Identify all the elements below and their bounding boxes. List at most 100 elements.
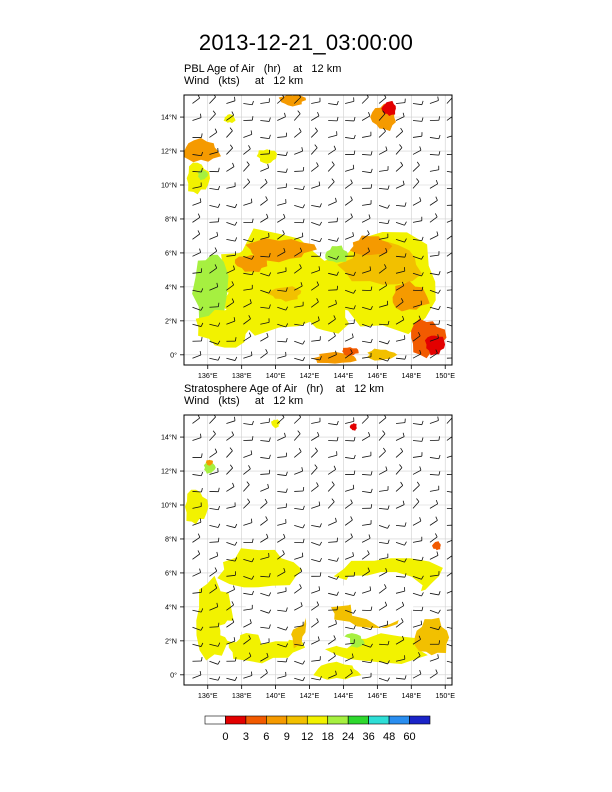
wind-barb — [311, 501, 321, 509]
wind-barb — [429, 454, 441, 460]
wind-barb — [192, 268, 203, 274]
wind-barb — [378, 204, 390, 209]
colorbar-swatch — [204, 715, 226, 725]
wind-barb — [260, 178, 268, 189]
wind-barb — [378, 281, 388, 291]
wind-barb — [378, 568, 388, 577]
wind-barb — [260, 552, 270, 560]
colorbar-swatch — [388, 715, 410, 725]
wind-barb — [209, 128, 218, 138]
wind-barb — [446, 555, 452, 560]
wind-barb — [328, 436, 339, 442]
wind-barb — [243, 332, 252, 342]
wind-barb — [226, 298, 235, 308]
wind-barb — [294, 185, 305, 191]
wind-barb — [243, 481, 250, 492]
wind-barb — [446, 539, 452, 543]
field-clear-region — [334, 572, 423, 629]
wind-barb — [277, 95, 285, 104]
wind-barb — [328, 271, 339, 276]
colorbar-label: 12 — [301, 731, 313, 743]
wind-barb — [395, 202, 407, 207]
wind-barb — [328, 420, 339, 426]
wind-barb — [192, 322, 204, 327]
wind-barb — [226, 281, 235, 291]
field-region — [185, 489, 209, 525]
wind-barb — [412, 481, 420, 492]
wind-barb — [277, 519, 287, 526]
wind-barb — [260, 117, 271, 122]
wind-barb — [362, 672, 372, 679]
wind-barb — [209, 203, 221, 208]
wind-barb — [362, 606, 373, 611]
wind-barb — [243, 145, 251, 155]
wind-barb — [260, 498, 268, 509]
field-clear-region — [219, 618, 243, 643]
colorbar: 0 3 6 9 12 18 24 36 48 60 — [204, 715, 431, 743]
wind-barb — [412, 300, 423, 308]
wind-barb — [311, 636, 320, 645]
wind-barb — [361, 586, 372, 594]
wind-barb — [344, 499, 353, 509]
wind-barb — [294, 264, 302, 274]
wind-barb — [362, 658, 373, 664]
wind-barb — [294, 602, 303, 611]
wind-barb — [429, 499, 439, 509]
wind-barb — [327, 498, 335, 509]
wind-barb — [293, 95, 302, 104]
wind-barb — [311, 557, 322, 563]
wind-barb — [294, 584, 302, 594]
wind-barb — [412, 452, 423, 458]
wind-barb — [226, 317, 236, 325]
wind-barb — [345, 470, 356, 475]
wind-barb — [311, 266, 321, 274]
wind-barb — [277, 267, 287, 274]
wind-barb — [412, 132, 423, 138]
wind-barb — [226, 523, 238, 529]
wind-barb — [328, 237, 339, 242]
wind-barb — [328, 605, 339, 611]
wind-barb — [293, 415, 302, 424]
wind-barb — [429, 471, 441, 476]
wind-barb — [446, 323, 452, 327]
wind-barb — [226, 618, 235, 628]
wind-barb — [311, 252, 322, 257]
wind-barb — [294, 641, 305, 647]
wind-barb — [311, 111, 320, 121]
wind-barb — [446, 340, 452, 343]
wind-barb — [395, 500, 405, 509]
wind-barb — [277, 168, 288, 173]
wind-barb — [328, 619, 337, 628]
y-tick-label: 12°N — [161, 467, 177, 476]
wind-barb — [344, 196, 353, 206]
wind-barb — [277, 626, 289, 631]
wind-barb — [226, 657, 237, 662]
wind-barb — [328, 197, 337, 206]
wind-barb — [412, 437, 424, 442]
wind-barb — [209, 567, 218, 577]
wind-barb — [361, 266, 372, 274]
wind-barb — [277, 230, 285, 240]
wind-barb — [209, 247, 218, 257]
wind-barb — [328, 131, 338, 138]
wind-barb — [412, 216, 423, 223]
colorbar-swatch — [245, 715, 267, 725]
plot-area — [184, 415, 452, 685]
wind-barb — [226, 447, 233, 458]
wind-barb — [344, 516, 353, 526]
wind-barb — [429, 151, 441, 156]
wind-barb — [260, 289, 272, 294]
wind-barb — [378, 553, 389, 560]
wind-barb — [192, 502, 202, 509]
wind-barb — [192, 151, 204, 157]
wind-barb — [395, 161, 404, 172]
wind-barb — [429, 116, 440, 121]
wind-barb — [294, 218, 305, 224]
wind-barb — [395, 98, 406, 104]
wind-barb — [209, 487, 220, 493]
colorbar-swatch — [286, 715, 308, 725]
wind-barb — [327, 145, 337, 155]
wind-barb — [277, 337, 288, 343]
wind-barb — [446, 609, 452, 611]
colorbar-label: 9 — [284, 731, 290, 743]
